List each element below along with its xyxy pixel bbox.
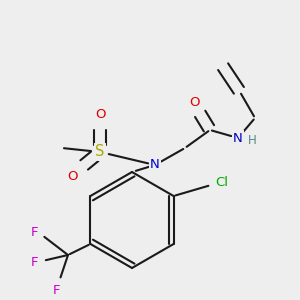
Text: N: N	[233, 131, 243, 145]
Text: N: N	[150, 158, 160, 172]
Text: S: S	[95, 145, 105, 160]
Text: F: F	[30, 226, 38, 238]
Text: Cl: Cl	[215, 176, 229, 190]
Text: H: H	[248, 134, 256, 148]
Text: O: O	[189, 95, 199, 109]
Text: O: O	[95, 109, 105, 122]
Text: F: F	[30, 256, 38, 268]
Text: O: O	[68, 170, 78, 184]
Text: F: F	[52, 284, 60, 296]
